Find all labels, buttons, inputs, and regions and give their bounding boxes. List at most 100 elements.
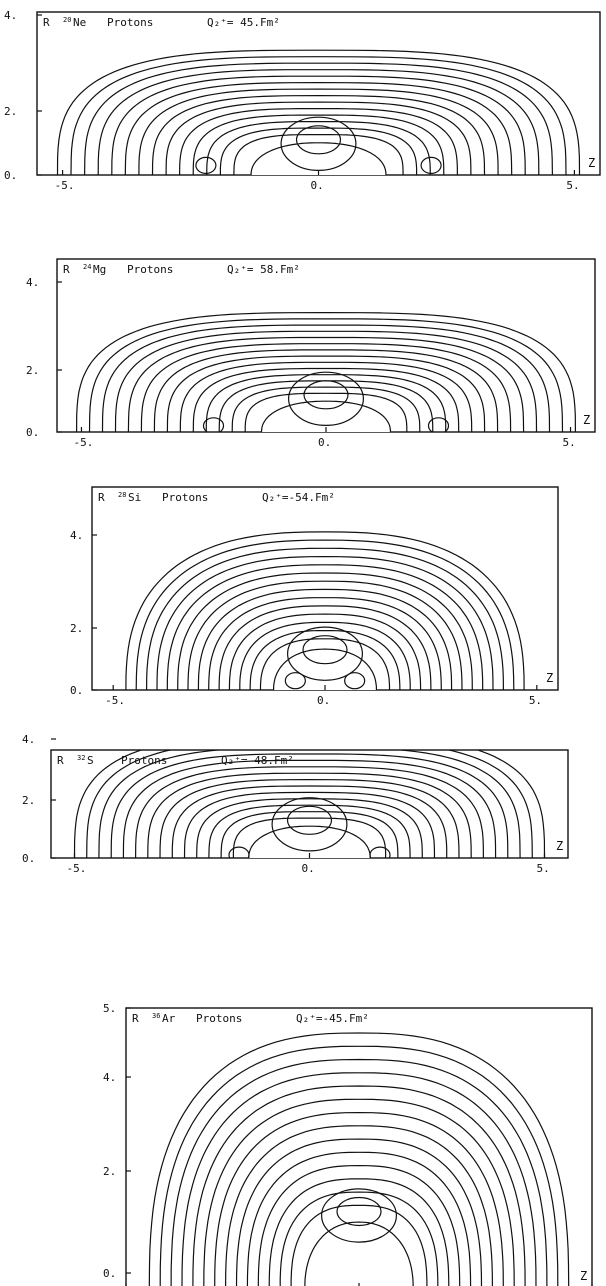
contour-lines: [73, 750, 546, 858]
contour-level-3: [101, 324, 551, 432]
contour-feature-3: [420, 156, 442, 174]
contour-feature-1: [302, 635, 348, 665]
contour-feature-ring: [321, 1188, 398, 1243]
x-tick-label: -5.: [73, 436, 93, 449]
x-tick-label: 5.: [563, 436, 576, 449]
contour-feature-1: [303, 380, 349, 410]
contour-level-11: [192, 114, 445, 175]
contour-level-6: [203, 1098, 515, 1286]
contour-level-13: [219, 127, 418, 175]
contour-level-8: [197, 588, 453, 690]
mass-number: 20: [63, 16, 71, 24]
contour-level-9: [165, 101, 472, 175]
contour-level-2: [135, 539, 515, 690]
contour-level-12: [239, 621, 411, 690]
plot-frame: [125, 1007, 593, 1286]
contour-level-10: [192, 367, 460, 432]
quadrupole-moment: Q₂⁺=-45.Fm²: [296, 1012, 369, 1025]
contour-feature-3: [344, 672, 366, 690]
y-tick-label: 0.: [4, 169, 17, 182]
contour-level-7: [138, 88, 499, 175]
y-tick-label: 2.: [4, 105, 17, 118]
species-label: Protons: [107, 16, 153, 29]
r-axis-label: R: [132, 1012, 139, 1025]
r-axis-label: R: [43, 16, 50, 29]
y-tick-label: 4.: [70, 529, 83, 542]
contour-level-4: [110, 753, 509, 858]
contour-level-4: [114, 330, 538, 432]
mass-number: 32: [77, 754, 85, 762]
contour-level-3: [98, 750, 521, 858]
panel-3: 0. 2. 4. -5. 0. 5. Z R 28 Si Protons Q₂⁺=-54.Fm²: [70, 486, 559, 707]
contour-level-9: [208, 597, 442, 690]
contour-level-12: [206, 121, 431, 175]
contour-level-8: [159, 778, 460, 858]
contour-level-1: [76, 311, 576, 432]
contour-level-2: [159, 1045, 559, 1286]
contour-level-13: [220, 811, 399, 858]
contour-level-11: [257, 1164, 461, 1286]
mass-number: 24: [83, 263, 91, 271]
x-tick-label: 0.: [311, 179, 324, 192]
y-tick-label: 4.: [22, 733, 35, 746]
nucleus-symbol: Ne: [73, 16, 86, 29]
z-axis-label: Z: [580, 1269, 587, 1283]
contour-level-9: [179, 361, 473, 432]
y-tick-label: 4.: [103, 1071, 116, 1084]
x-tick-label: -5.: [105, 694, 125, 707]
z-axis-label: Z: [588, 156, 595, 170]
contour-lines: [148, 1032, 570, 1286]
x-tick-label: -5.: [55, 179, 75, 192]
contour-level-8: [166, 355, 486, 432]
y-tick-label: 2.: [22, 794, 35, 807]
inner-contour: [250, 142, 387, 175]
contour-level-5: [122, 759, 497, 858]
y-tick-label: 2.: [70, 622, 83, 635]
y-tick-label: 0.: [70, 684, 83, 697]
y-tick-label: 0.: [22, 852, 35, 865]
contour-feature-3: [427, 417, 450, 432]
contour-level-7: [153, 349, 499, 432]
contour-lines: [125, 531, 525, 690]
contour-level-11: [196, 798, 423, 858]
contour-level-2: [70, 56, 567, 175]
r-axis-label: R: [57, 754, 64, 767]
nucleus-symbol: Mg: [93, 263, 106, 276]
contour-level-10: [183, 791, 436, 858]
contour-level-4: [181, 1072, 537, 1286]
contour-level-2: [88, 318, 564, 432]
inner-contour: [260, 400, 392, 432]
contour-level-12: [208, 804, 411, 858]
y-tick-label: 2.: [26, 364, 39, 377]
contour-level-6: [140, 343, 512, 432]
contour-level-7: [187, 580, 463, 690]
contour-feature-ring: [271, 797, 348, 852]
contour-level-2: [86, 750, 533, 858]
species-label: Protons: [121, 754, 167, 767]
mass-number: 28: [118, 491, 126, 499]
species-label: Protons: [127, 263, 173, 276]
x-tick-label: 0.: [317, 694, 330, 707]
z-axis-label: Z: [546, 671, 553, 685]
contour-feature-2: [284, 672, 306, 690]
contour-level-5: [111, 75, 526, 175]
contour-feature-2: [195, 156, 217, 174]
contour-level-14: [232, 817, 387, 858]
contour-level-7: [214, 1111, 504, 1286]
x-tick-label: 5.: [566, 179, 579, 192]
quadrupole-moment: Q₂⁺= 45.Fm²: [207, 16, 280, 29]
quadrupole-moment: Q₂⁺= 58.Fm²: [227, 263, 300, 276]
contour-lines: [56, 49, 581, 175]
contour-level-6: [177, 572, 473, 690]
contour-level-4: [156, 555, 494, 690]
x-tick-label: -5.: [67, 862, 87, 875]
inner-contour: [273, 648, 377, 690]
quadrupole-moment: Q₂⁺=-54.Fm²: [262, 491, 335, 504]
contour-level-3: [84, 62, 553, 175]
contour-level-11: [228, 613, 422, 690]
z-axis-label: Z: [583, 413, 590, 427]
contour-lines: [76, 311, 576, 432]
contour-level-1: [125, 531, 525, 690]
contour-level-13: [231, 386, 421, 432]
nucleus-symbol: Ar: [162, 1012, 176, 1025]
